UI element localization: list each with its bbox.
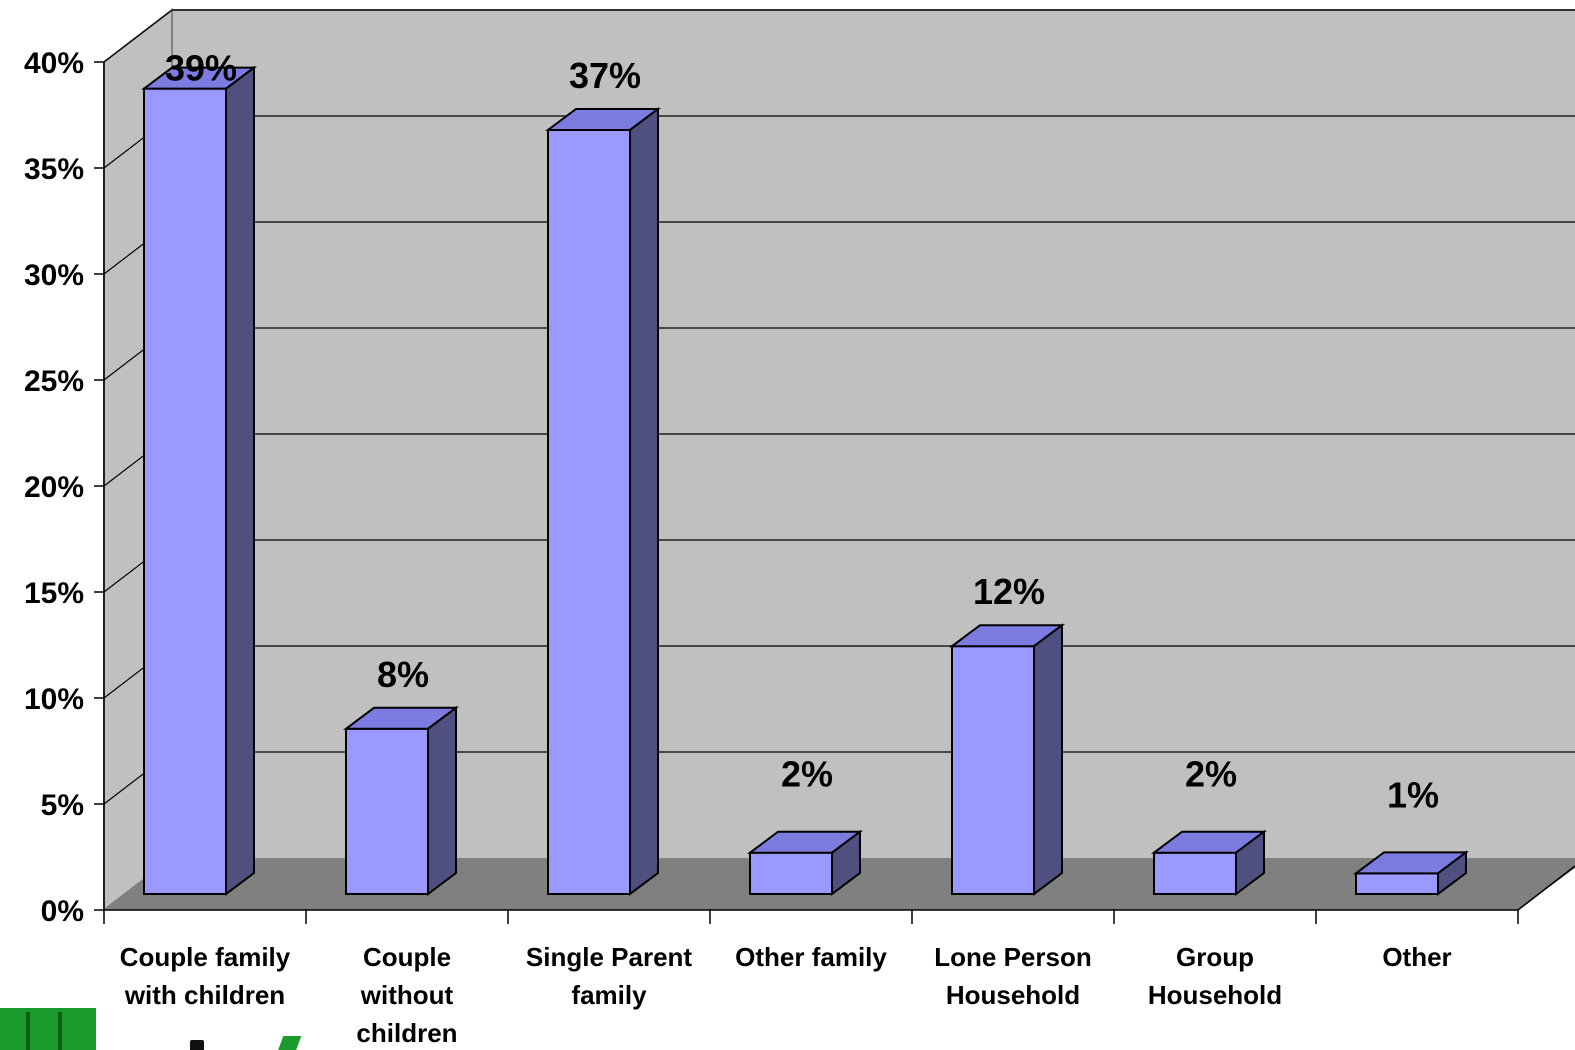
labels: 0% 5% 10% 15% 20% 25% 30% 35% 40% 39% Couple famil… [24,47,1452,1048]
x-tick-label: Couple [363,942,451,972]
bar [141,65,257,896]
x-tick-label: Household [946,980,1080,1010]
bar-front [547,128,631,895]
data-label: 39% [165,48,237,89]
y-tick-label: 0% [41,895,84,928]
data-label: 8% [377,654,429,695]
y-tick-label: 15% [24,577,84,610]
y-tick-label: 30% [24,259,84,292]
bar [1353,850,1469,896]
bar [1151,829,1267,896]
bar-front [1153,851,1237,896]
y-tick-label: 25% [24,365,84,398]
x-tick-label: Other family [735,942,887,972]
bar-front [143,87,227,895]
bar [949,623,1065,896]
x-tick-label: Couple family [120,942,291,972]
axes [94,61,1575,924]
bar-side [225,65,255,896]
x-tick-label: Other [1382,942,1451,972]
bar-side [427,705,457,896]
x-tick-label: children [356,1018,457,1048]
data-label: 37% [569,55,641,96]
data-label: 2% [1185,754,1237,795]
x-tick-label: Lone Person [934,942,1091,972]
x-tick-label: without [360,980,454,1010]
bar [747,829,863,896]
x-tick-label: Group [1176,942,1254,972]
bar [343,705,459,896]
y-tick-label: 5% [41,789,84,822]
bar-front [951,645,1035,896]
y-tick-label: 10% [24,683,84,716]
bar-side [629,106,659,896]
data-label: 2% [781,754,833,795]
bars [141,65,1469,896]
x-tick-label: Single Parent [526,942,692,972]
bar-front [345,727,429,895]
gridlines [103,9,1575,805]
x-tick-label: family [571,980,647,1010]
bar [545,106,661,896]
gridline-side [103,9,173,63]
x-axis-depth-line [1517,865,1575,911]
bar-side [831,829,861,896]
bar-side [1437,850,1467,896]
x-tick-label: with children [124,980,285,1010]
chart-walls [103,7,1575,913]
y-tick-label: 20% [24,471,84,504]
data-label: 12% [973,571,1045,612]
bar-front [1355,872,1439,895]
logo-text-fragment [168,1028,318,1050]
bar-side [1033,623,1063,896]
bar-side [1235,829,1265,896]
y-tick-label: 40% [24,47,84,80]
bar-front [749,851,833,896]
data-label: 1% [1387,774,1439,815]
y-tick-label: 35% [24,153,84,186]
logo [0,1008,96,1050]
x-tick-label: Household [1148,980,1282,1010]
